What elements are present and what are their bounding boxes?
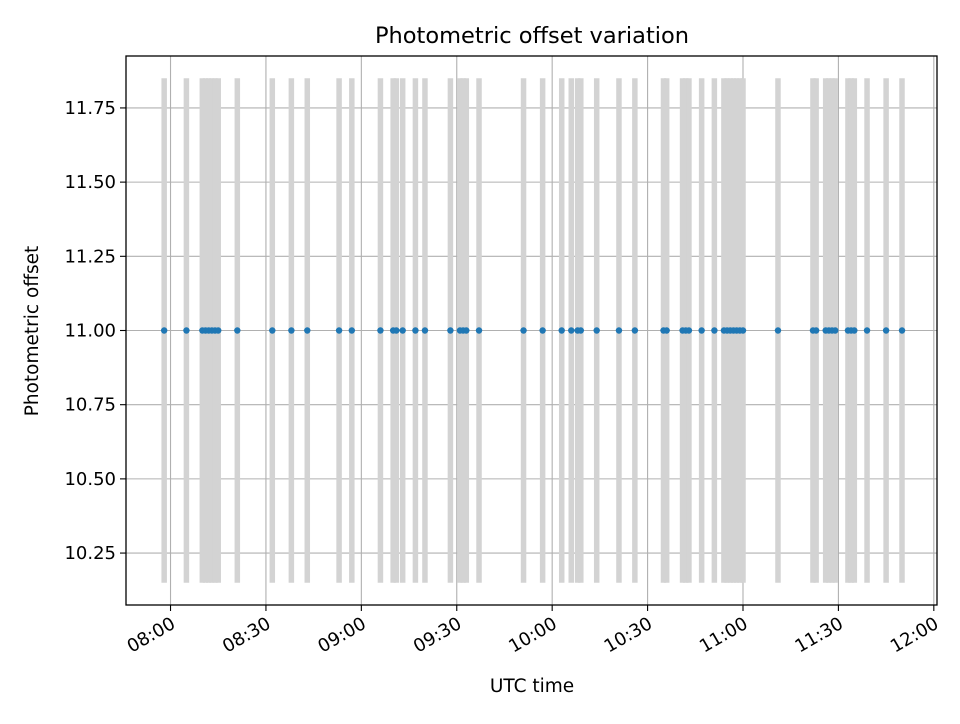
- data-points: [160, 327, 906, 334]
- data-point: [234, 327, 241, 334]
- data-point: [269, 327, 276, 334]
- data-point: [863, 327, 871, 334]
- data-point: [568, 327, 575, 334]
- data-point: [711, 327, 718, 334]
- y-tick-label: 10.50: [64, 469, 116, 490]
- data-point: [685, 327, 693, 334]
- data-point: [421, 327, 429, 334]
- data-point: [851, 327, 858, 334]
- y-axis-ticks: 10.25 10.50 10.75 11.00 11.25 11.50 11.75: [64, 98, 126, 564]
- chart-title: Photometric offset variation: [375, 23, 689, 49]
- data-point: [377, 327, 384, 334]
- y-tick-label: 11.50: [64, 172, 116, 193]
- data-point: [160, 327, 168, 334]
- data-point: [882, 327, 890, 334]
- data-point: [615, 327, 623, 334]
- data-point: [335, 327, 343, 334]
- data-point: [520, 327, 527, 334]
- y-axis-label: Photometric offset: [22, 246, 43, 417]
- x-axis-label: UTC time: [490, 676, 574, 697]
- data-point: [304, 327, 311, 334]
- y-tick-label: 11.75: [64, 98, 116, 119]
- data-point: [558, 327, 565, 334]
- data-point: [631, 327, 639, 334]
- data-point: [593, 327, 600, 334]
- data-point: [393, 327, 400, 334]
- y-tick-label: 10.75: [64, 395, 116, 416]
- data-point: [663, 327, 670, 334]
- y-tick-label: 11.25: [64, 246, 116, 267]
- data-point: [898, 327, 906, 334]
- data-point: [348, 327, 356, 334]
- data-point: [739, 327, 747, 334]
- data-point: [832, 327, 839, 334]
- y-tick-label: 11.00: [64, 321, 116, 342]
- data-point: [463, 327, 470, 334]
- data-point: [698, 327, 705, 334]
- data-point: [447, 327, 454, 334]
- data-point: [475, 327, 483, 334]
- data-point: [399, 327, 406, 334]
- grid-lines: [126, 56, 937, 605]
- data-point: [774, 327, 782, 334]
- data-point: [288, 327, 295, 334]
- y-tick-label: 10.25: [64, 543, 116, 564]
- data-point: [412, 327, 419, 334]
- data-point: [539, 327, 546, 334]
- data-point: [577, 327, 584, 334]
- data-point: [183, 327, 190, 334]
- data-point: [812, 327, 820, 334]
- data-point: [215, 327, 222, 334]
